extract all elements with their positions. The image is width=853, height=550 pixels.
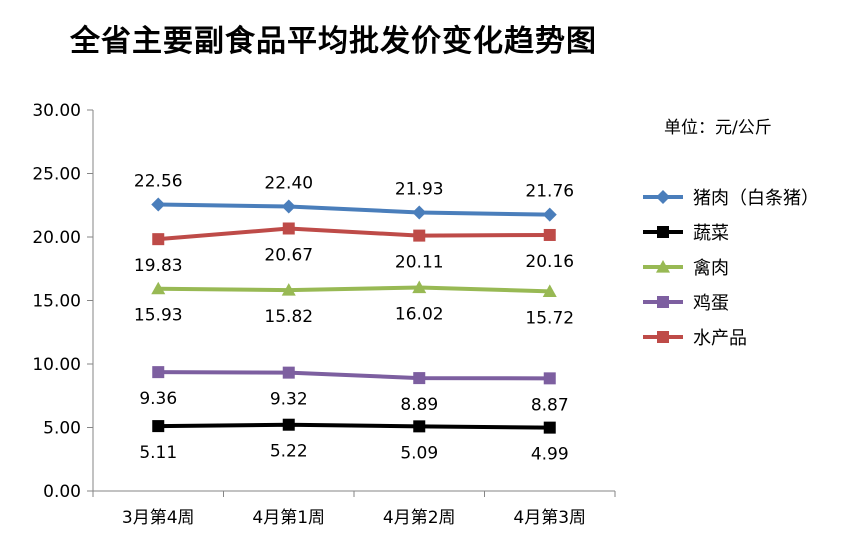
data-label: 9.32 bbox=[270, 390, 308, 410]
data-point bbox=[282, 366, 295, 379]
data-point bbox=[152, 420, 165, 433]
legend-swatch-marker bbox=[656, 190, 670, 204]
legend-label: 禽肉 bbox=[693, 258, 729, 279]
y-tick-label: 10.00 bbox=[32, 355, 81, 375]
x-tick-label: 4月第1周 bbox=[252, 508, 325, 528]
data-point bbox=[281, 283, 296, 296]
series-line bbox=[158, 370, 550, 381]
data-label: 20.16 bbox=[525, 252, 574, 272]
data-label: 4.99 bbox=[531, 445, 569, 465]
series-line bbox=[158, 422, 550, 430]
data-point bbox=[543, 372, 556, 385]
legend-swatch-marker bbox=[657, 296, 669, 308]
data-label: 20.11 bbox=[395, 253, 444, 273]
legend-label: 蔬菜 bbox=[693, 223, 729, 244]
data-label: 8.87 bbox=[531, 395, 569, 415]
y-tick-label: 20.00 bbox=[32, 228, 81, 248]
data-label: 5.11 bbox=[139, 443, 177, 463]
data-point bbox=[281, 199, 296, 214]
y-tick-label: 15.00 bbox=[32, 292, 81, 312]
y-tick-label: 5.00 bbox=[43, 419, 81, 439]
y-tick-label: 30.00 bbox=[32, 101, 81, 121]
series-line bbox=[158, 285, 550, 294]
data-label: 5.22 bbox=[270, 442, 308, 462]
legend-swatch-marker bbox=[657, 226, 669, 238]
data-point bbox=[152, 366, 165, 379]
data-point bbox=[543, 228, 556, 241]
y-tick-label: 25.00 bbox=[32, 165, 81, 185]
data-point bbox=[413, 420, 426, 433]
x-tick-label: 3月第4周 bbox=[122, 508, 195, 528]
data-point bbox=[412, 280, 427, 294]
data-point bbox=[543, 421, 556, 434]
legend-label: 鸡蛋 bbox=[693, 293, 729, 314]
unit-label: 单位：元/公斤 bbox=[664, 118, 772, 138]
data-point bbox=[151, 281, 166, 295]
data-point bbox=[413, 229, 426, 242]
data-label: 9.36 bbox=[139, 389, 177, 409]
data-point bbox=[282, 222, 295, 235]
data-point bbox=[282, 418, 295, 431]
data-label: 5.09 bbox=[400, 443, 438, 463]
data-label: 15.72 bbox=[525, 308, 574, 328]
data-label: 19.83 bbox=[134, 256, 183, 276]
data-label: 21.93 bbox=[395, 179, 444, 199]
data-point bbox=[542, 207, 557, 222]
legend-swatch-marker bbox=[656, 260, 670, 273]
data-label: 16.02 bbox=[395, 305, 444, 325]
data-label: 15.82 bbox=[264, 307, 313, 327]
x-tick-label: 4月第3周 bbox=[513, 508, 586, 528]
y-tick-label: 0.00 bbox=[43, 482, 81, 502]
legend-label: 猪肉（白条猪） bbox=[693, 188, 819, 209]
data-point bbox=[151, 197, 166, 212]
data-point bbox=[152, 233, 165, 246]
legend-swatch-marker bbox=[657, 331, 669, 343]
legend-label: 水产品 bbox=[693, 328, 747, 349]
series-line bbox=[158, 226, 550, 242]
data-point bbox=[542, 284, 557, 297]
chart-title: 全省主要副食品平均批发价变化趋势图 bbox=[70, 24, 597, 59]
x-tick-label: 4月第2周 bbox=[383, 508, 456, 528]
data-label: 8.89 bbox=[400, 395, 438, 415]
data-label: 15.93 bbox=[134, 306, 183, 326]
data-label: 20.67 bbox=[264, 245, 313, 265]
data-label: 22.56 bbox=[134, 171, 183, 191]
data-point bbox=[412, 205, 427, 220]
data-point bbox=[413, 372, 426, 385]
data-label: 21.76 bbox=[525, 182, 574, 202]
series-line bbox=[158, 202, 550, 217]
data-label: 22.40 bbox=[264, 174, 313, 194]
